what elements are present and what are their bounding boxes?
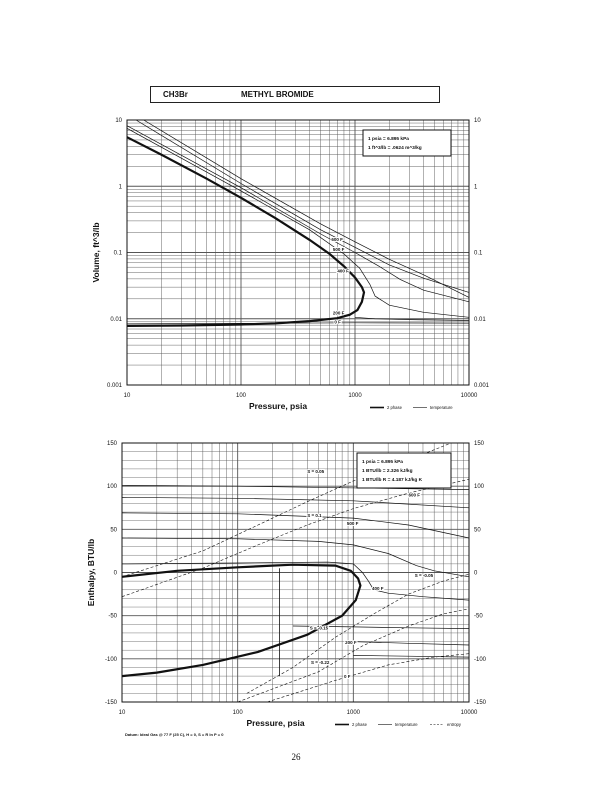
chart2-y-tick-label-right: 50: [474, 527, 481, 533]
chart2-legend-label: entropy: [447, 722, 462, 727]
chart1-x-axis-label: Pressure, psia: [249, 401, 307, 411]
chart1-x-tick-label: 10000: [461, 393, 478, 399]
chart2-series-temperature-9: [292, 625, 470, 629]
chart2-series-temperature-3: [121, 537, 470, 578]
chart1-x-tick-label: 10: [124, 393, 131, 399]
chart2-datum-note: Datum: Ideal Gas @ 77 F (25 C), H = 0, S…: [125, 732, 224, 737]
chart1-y-axis-label: Volume, ft^3/lb: [91, 222, 101, 282]
chart1-y-tick-label-right: 1: [474, 184, 478, 190]
chart2-series-entropy-13: [237, 608, 470, 703]
chart1-y-tick-label-left: 0.01: [110, 317, 122, 323]
chart2-y-axis-label: Enthalpy, BTU/lb: [86, 539, 96, 606]
chart2-y-tick-label-left: 100: [107, 484, 118, 490]
chart1-legend-label: temperature: [430, 405, 453, 410]
chart2-plot-frame: [121, 442, 470, 703]
chart1-series-temperature-5: [126, 322, 470, 325]
compound-name: METHYL BROMIDE: [241, 90, 314, 99]
chart2-curve-label: 0 F: [344, 674, 351, 679]
chart2-legend-label: 2 phase: [352, 722, 368, 727]
chart1-series-temperature-2: [126, 125, 470, 303]
chart2-x-tick-label: 100: [233, 710, 244, 716]
chart1-curve-label: 200 F: [333, 311, 345, 316]
chart2-curve-label: 400 F: [372, 586, 384, 591]
chart2-curve-label: S = -0.15: [310, 625, 329, 630]
chart1-curve-label: 600 F: [331, 237, 343, 242]
chart1-curve-label: 500 F: [333, 247, 345, 252]
chart-title-box: CH3Br METHYL BROMIDE: [150, 86, 440, 103]
chart1-x-tick-label: 100: [236, 393, 247, 399]
chart1-plot-frame: [126, 119, 470, 386]
chart2-x-tick-label: 10: [119, 710, 126, 716]
chart1-series-2phase-0: [126, 136, 366, 327]
chart2-series-temperature-4: [121, 512, 470, 539]
chart2-series-entropy-11: [121, 479, 470, 597]
page-number: 26: [291, 752, 301, 762]
chart2-info-box: [356, 452, 452, 489]
chart1-legend-label: 2 phase: [387, 405, 403, 410]
chart1-y-tick-label-right: 0.001: [474, 383, 490, 389]
chart2-curve-label: S = 0.05: [307, 469, 324, 474]
chart2-y-tick-label-left: 150: [107, 441, 118, 447]
chart2-series-entropy-14: [267, 653, 470, 703]
chart2-info-box-line: 1 BTU/lb R = 4.187 kJ/kg K: [362, 477, 423, 483]
chart2-x-tick-label: 10000: [461, 710, 478, 716]
chart2-curve-label: S = -0.05: [415, 573, 434, 578]
chart1-y-tick-label-left: 10: [115, 118, 122, 124]
chart1-info-box-line: 1 psia = 6.895 kPa: [368, 136, 409, 142]
chart2-y-tick-label-left: -100: [105, 657, 118, 663]
chart2-y-tick-label-right: -150: [474, 700, 487, 706]
chart2-y-tick-label-left: 50: [110, 527, 117, 533]
chart2-y-tick-label-left: -50: [108, 614, 117, 620]
chart1-y-tick-label-right: 10: [474, 118, 481, 124]
chart2-curve-label: 600 F: [409, 493, 421, 498]
chart1-series-temperature-6: [354, 316, 470, 321]
chart1-y-tick-label-left: 0.001: [107, 383, 123, 389]
chart2-info-box-line: 1 psia = 6.895 kPa: [362, 459, 403, 465]
chart1-info-box-line: 1 ft^3/lb = .0624 m^3/kg: [368, 145, 422, 151]
chart1-series-temperature-3: [135, 119, 470, 293]
chart2-legend-label: temperature: [395, 722, 418, 727]
chart2-x-axis-label: Pressure, psia: [246, 718, 304, 728]
chart1-x-tick-label: 1000: [348, 393, 362, 399]
chart2-curve-label: S = 0.1: [307, 513, 322, 518]
chart2-y-tick-label-right: -50: [474, 614, 483, 620]
chart1-curve-label: 400 F: [337, 268, 349, 273]
chart1-y-tick-label-right: 0.1: [474, 251, 483, 257]
chart2-y-tick-label-right: 0: [474, 571, 478, 577]
chart2-x-tick-label: 1000: [347, 710, 361, 716]
chart2-series-entropy-12: [246, 573, 470, 694]
chemical-formula: CH3Br: [163, 90, 188, 99]
chart2-info-box-line: 1 BTU/lb = 2.326 kJ/kg: [362, 468, 413, 474]
chart1-series-temperature-1: [126, 127, 470, 318]
chart1-y-tick-label-right: 0.01: [474, 317, 486, 323]
chart2-y-tick-label-left: 0: [114, 571, 118, 577]
chart1-y-tick-label-left: 1: [119, 184, 123, 190]
chart2-series-2phase-0: [121, 563, 362, 678]
chart2-y-tick-label-right: 150: [474, 441, 485, 447]
chart2-series-temperature-2: [121, 561, 470, 601]
chart2-series-temperature-5: [121, 497, 470, 509]
chart2-y-tick-label-right: 100: [474, 484, 485, 490]
chart2-curve-label: S = -0.22: [311, 660, 330, 665]
chart2-curve-label: 500 F: [347, 521, 359, 526]
chart2-curve-label: 200 F: [345, 640, 357, 645]
chart2-y-tick-label-right: -100: [474, 657, 487, 663]
chart1-y-tick-label-left: 0.1: [114, 251, 123, 257]
chart2-y-tick-label-left: -150: [105, 700, 118, 706]
chart1-curve-label: 0 F: [334, 319, 341, 324]
chart1-info-box: [362, 129, 452, 157]
chart1-series-temperature-4: [143, 119, 470, 298]
chart2-series-temperature-8: [353, 655, 470, 658]
